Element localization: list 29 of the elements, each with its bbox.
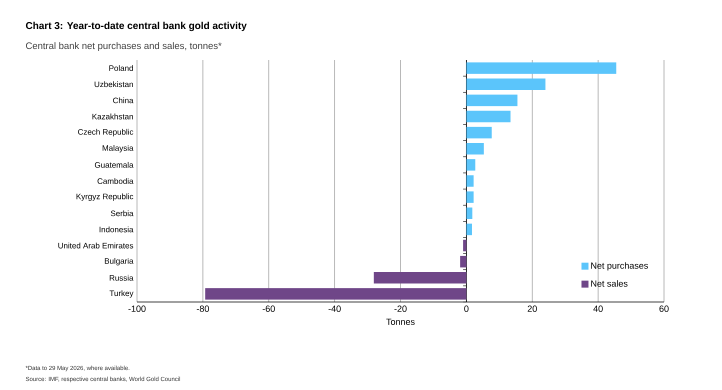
chart-title: Chart 3: Year-to-date central bank gold activity xyxy=(26,22,247,32)
bar xyxy=(466,126,492,138)
x-tick-label: 40 xyxy=(593,306,603,312)
bar xyxy=(466,78,546,90)
x-tick-label: -80 xyxy=(196,306,210,312)
bar xyxy=(466,62,616,74)
x-tick-label: -20 xyxy=(394,306,407,312)
bar xyxy=(374,272,466,284)
legend-label: Net sales xyxy=(591,280,628,287)
bar xyxy=(460,256,466,268)
x-tick-label: -100 xyxy=(128,306,146,312)
bar xyxy=(463,240,466,252)
chart-subtitle: Central bank net purchases and sales, tonnes* xyxy=(26,42,222,51)
bar xyxy=(466,159,476,171)
legend-label: Net purchases xyxy=(591,262,648,271)
bar xyxy=(466,208,472,220)
bar xyxy=(466,94,518,106)
bar xyxy=(466,224,472,236)
bar xyxy=(205,288,466,300)
x-tick-label: 60 xyxy=(659,306,669,312)
bar xyxy=(466,142,484,154)
bar xyxy=(466,191,474,203)
x-tick-label: 0 xyxy=(464,306,469,312)
bar xyxy=(466,110,511,122)
x-tick-label: -40 xyxy=(328,306,341,312)
bar xyxy=(466,175,474,187)
x-tick-label: -60 xyxy=(262,306,275,312)
x-axis-title: Tonnes xyxy=(386,318,415,325)
x-tick-label: 20 xyxy=(528,306,537,312)
